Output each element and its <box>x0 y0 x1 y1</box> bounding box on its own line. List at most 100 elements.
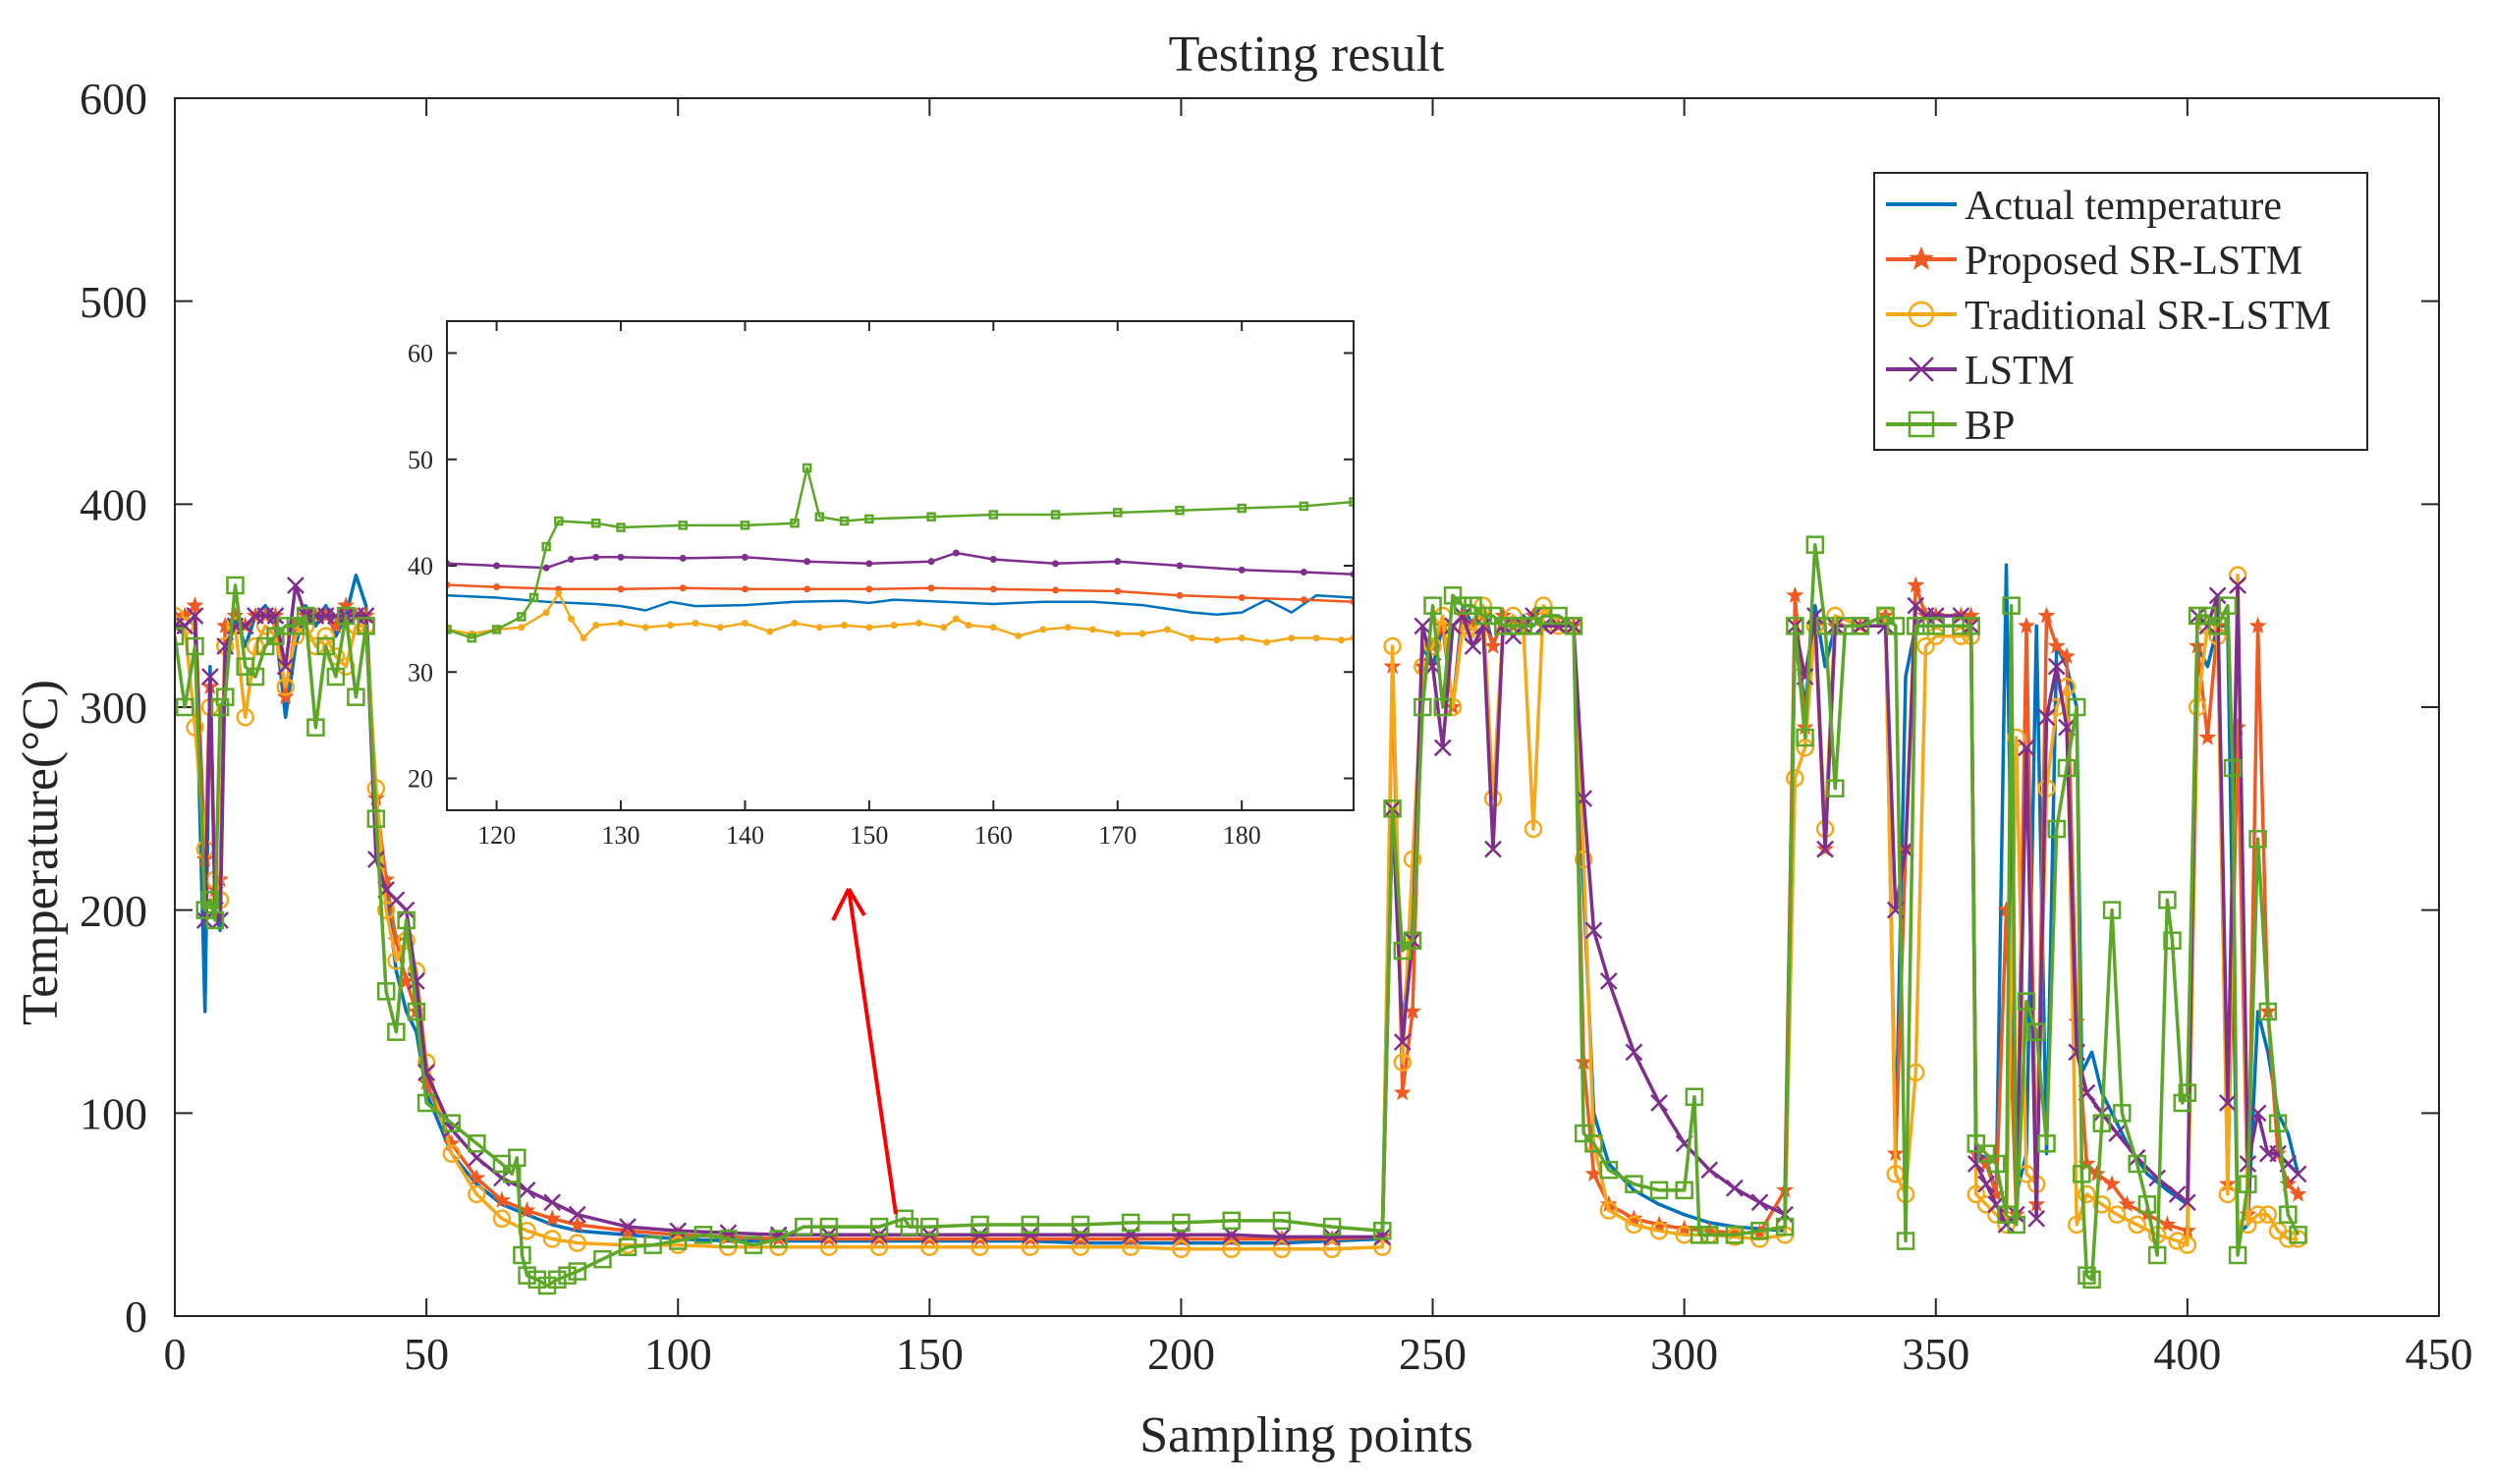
main-point-lstm <box>1433 739 1452 757</box>
main-point-lstm <box>1650 1094 1668 1112</box>
main-point-bp <box>215 687 235 706</box>
legend-marker-traditional-sr-lstm <box>1908 301 1935 328</box>
main-point-traditional-sr-lstm <box>376 901 396 919</box>
inset-x-axis: 120 130 140 150 160 170 180 <box>477 321 1261 850</box>
inset-point-bp <box>517 612 527 622</box>
main-point-traditional-sr-lstm <box>1322 1239 1342 1259</box>
inset-point-traditional-sr-lstm <box>1189 634 1196 642</box>
main-point-bp <box>643 1236 662 1254</box>
main-point-traditional-sr-lstm <box>568 1234 587 1252</box>
main-point-traditional-sr-lstm <box>175 606 185 626</box>
main-point-bp <box>1599 1160 1619 1180</box>
main-point-bp <box>1272 1211 1292 1231</box>
inset-point-traditional-sr-lstm <box>741 619 748 627</box>
main-series-line-bp <box>175 542 2300 1288</box>
main-point-lstm <box>266 607 285 625</box>
main-point-bp <box>1464 596 1482 615</box>
main-point-lstm <box>1473 617 1492 635</box>
main-point-bp <box>266 627 285 645</box>
inset-point-lstm <box>989 556 997 564</box>
main-point-traditional-sr-lstm <box>1599 1201 1619 1220</box>
main-point-bp <box>296 606 315 626</box>
inset-point-traditional-sr-lstm <box>989 624 997 632</box>
main-point-lstm <box>276 657 295 676</box>
inset-point-bp <box>790 518 800 528</box>
main-point-bp <box>693 1226 713 1244</box>
main-point-bp <box>2057 758 2077 778</box>
main-point-proposed-sr-lstm <box>186 596 204 614</box>
main-point-traditional-sr-lstm <box>1952 627 1970 645</box>
main-point-bp <box>2082 1270 2101 1290</box>
main-point-bp <box>1675 1181 1693 1200</box>
main-point-traditional-sr-lstm <box>1796 739 1814 757</box>
main-point-proposed-sr-lstm <box>2158 1215 2177 1233</box>
main-point-bp <box>2223 758 2243 778</box>
inset-point-proposed-sr-lstm <box>1300 596 1307 604</box>
main-series-bp <box>175 535 2307 1295</box>
main-point-lstm <box>2027 1209 2046 1228</box>
main-point-bp <box>1750 1221 1769 1240</box>
inset-series-bp <box>447 463 1354 643</box>
main-point-traditional-sr-lstm <box>255 617 275 635</box>
main-point-bp <box>316 636 335 656</box>
inset-point-traditional-sr-lstm <box>1288 634 1296 642</box>
main-point-bp <box>1021 1215 1040 1235</box>
inset-y-tick-label: 30 <box>408 658 433 687</box>
main-point-traditional-sr-lstm <box>869 1237 889 1256</box>
main-point-lstm <box>1625 1043 1643 1062</box>
main-point-bp <box>1976 1144 1996 1163</box>
inset-point-proposed-sr-lstm <box>927 584 935 592</box>
main-point-lstm <box>2037 708 2056 727</box>
main-point-proposed-sr-lstm <box>543 1209 562 1227</box>
main-point-traditional-sr-lstm <box>2092 1195 2112 1214</box>
main-point-proposed-sr-lstm <box>492 1190 511 1208</box>
inset-point-traditional-sr-lstm <box>965 622 972 630</box>
inset-series-actual-temperature <box>447 594 1354 617</box>
main-point-traditional-sr-lstm <box>1786 769 1804 788</box>
main-point-proposed-sr-lstm <box>1393 1083 1412 1101</box>
main-x-axis: 0 50 100 150 200 250 300 350 400 450 <box>164 98 2473 1379</box>
main-point-bp <box>1997 1205 2016 1224</box>
main-y-axis: 0 100 200 300 400 500 600 <box>80 74 2439 1342</box>
main-point-traditional-sr-lstm <box>1121 1237 1140 1256</box>
main-point-traditional-sr-lstm <box>2239 1215 2257 1235</box>
main-point-bp <box>1443 586 1463 605</box>
main-point-lstm <box>397 901 416 919</box>
main-point-proposed-sr-lstm <box>1907 576 1925 593</box>
inset-point-traditional-sr-lstm <box>1213 636 1221 644</box>
inset-point-lstm <box>1114 558 1122 566</box>
main-point-traditional-sr-lstm <box>2279 1230 2298 1248</box>
main-point-lstm <box>1599 972 1618 990</box>
inset-point-proposed-sr-lstm <box>865 585 873 593</box>
main-point-bp <box>1403 931 1422 950</box>
inset-point-bp <box>528 592 539 603</box>
main-point-bp <box>1690 1226 1709 1244</box>
main-point-bp <box>1494 617 1513 635</box>
main-point-proposed-sr-lstm <box>2289 1184 2307 1202</box>
main-point-bp <box>205 910 225 930</box>
main-point-traditional-sr-lstm <box>492 1209 512 1229</box>
main-point-lstm <box>1273 1228 1291 1246</box>
main-point-bp <box>2067 697 2086 717</box>
main-plot-frame <box>174 97 2440 1317</box>
inset-point-bp <box>1349 497 1354 507</box>
main-point-bp <box>1483 606 1503 626</box>
main-point-bp <box>357 617 375 635</box>
main-point-bp <box>1876 606 1895 626</box>
main-point-traditional-sr-lstm <box>2248 1205 2267 1224</box>
main-point-bp <box>2037 1134 2056 1153</box>
main-point-bp <box>200 891 220 909</box>
main-point-bp <box>2218 596 2238 615</box>
main-point-lstm <box>2229 577 2246 594</box>
main-point-lstm <box>2018 739 2035 757</box>
inset-point-traditional-sr-lstm <box>1088 626 1096 633</box>
main-point-lstm <box>1454 607 1472 625</box>
main-point-traditional-sr-lstm <box>468 1184 486 1204</box>
main-point-traditional-sr-lstm <box>2228 566 2247 584</box>
main-point-lstm <box>186 607 204 625</box>
main-point-bp <box>1574 1124 1593 1143</box>
main-point-bp <box>1962 617 1980 635</box>
main-y-tick-label: 100 <box>80 1088 147 1138</box>
main-point-lstm <box>1021 1226 1039 1244</box>
main-point-proposed-sr-lstm <box>518 1201 536 1219</box>
